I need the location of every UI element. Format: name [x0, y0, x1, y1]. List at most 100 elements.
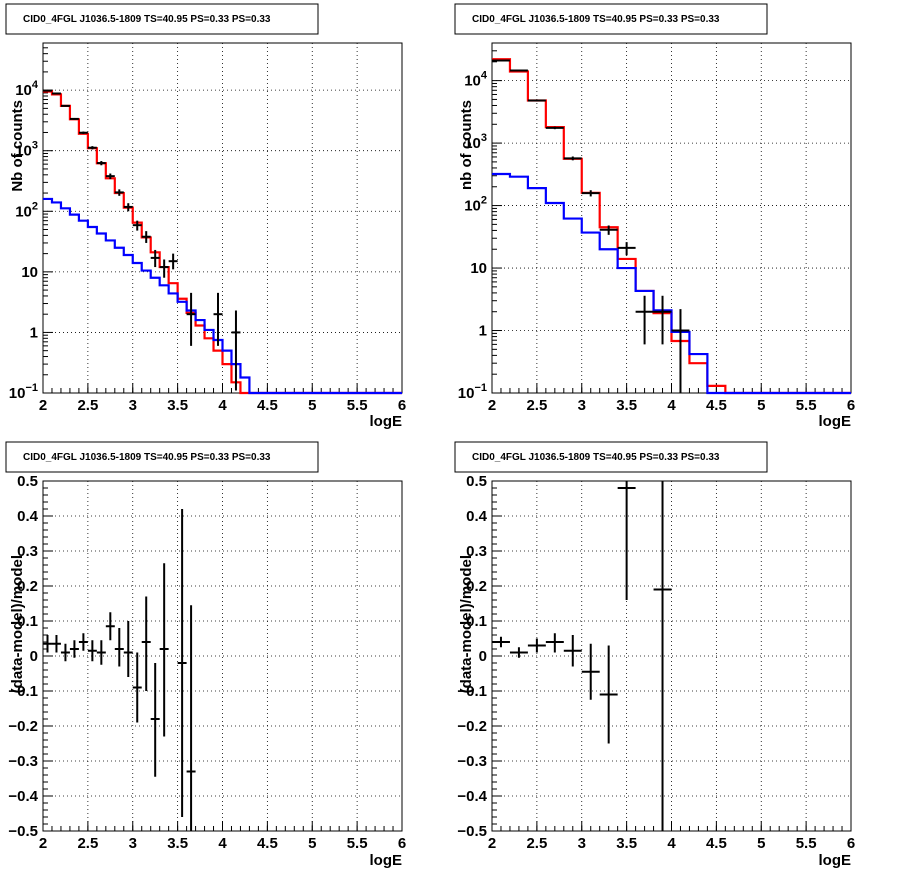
- y-tick-label: 0: [479, 648, 487, 665]
- y-tick-label: −0.2: [457, 718, 487, 735]
- x-tick-label: 2.5: [77, 397, 98, 414]
- data-point: [599, 645, 618, 744]
- data-point: [60, 104, 70, 107]
- y-axis: −0.5 −0.4 −0.3 −0.2 −0.1 0 0.1 0.2 0.3 0.4 0.5: [8, 473, 402, 840]
- data-point: [87, 146, 97, 150]
- data-point: [69, 640, 79, 658]
- data-point: [141, 596, 151, 691]
- data-point: [231, 310, 241, 391]
- x-tick-label: 6: [847, 397, 855, 414]
- title-box: [454, 3, 768, 35]
- data-point: [51, 92, 61, 95]
- x-tick-label: 6: [398, 835, 406, 852]
- y-tick-label: −0.5: [8, 823, 38, 840]
- x-tick-label: 3.5: [167, 397, 188, 414]
- y-tick-label: 0.5: [17, 473, 38, 490]
- y-tick-label: 1: [479, 323, 487, 340]
- y-tick-label: −0.2: [8, 718, 38, 735]
- plot-frame: [491, 480, 852, 832]
- title-box: [5, 441, 319, 473]
- y-tick-label: 102: [15, 200, 38, 220]
- x-tick-label: 4.5: [257, 835, 278, 852]
- model-histogram-line: [492, 172, 851, 395]
- y-tick-label: 0.2: [466, 578, 487, 595]
- chart-panel-bottom-right: 2 2.5 3 3.5 4 4.5 5 5.5 6logE−0.5−0.4−0.3−0.2−0.…: [454, 441, 855, 869]
- data-point: [96, 161, 106, 166]
- y-axis-title: Nb of counts: [9, 100, 26, 192]
- data-point: [123, 203, 133, 212]
- x-tick-label: 4: [667, 397, 676, 414]
- x-tick-label: 5: [757, 397, 765, 414]
- y-tick-label: 1: [30, 324, 38, 341]
- data-point: [132, 652, 142, 723]
- data-point: [492, 636, 510, 648]
- chart-title: CID0_4FGL J1036.5-1809 TS=40.95 PS=0.33 …: [23, 14, 271, 25]
- data-point: [114, 189, 124, 196]
- plot-frame: [42, 480, 403, 832]
- x-tick-label: 3: [578, 397, 586, 414]
- data-point: [509, 69, 528, 72]
- model-histogram-line: [43, 197, 402, 395]
- x-tick-label: 6: [398, 397, 406, 414]
- x-tick-label: 5: [757, 835, 765, 852]
- data-point: [527, 638, 546, 653]
- chart-title: CID0_4FGL J1036.5-1809 TS=40.95 PS=0.33 …: [472, 452, 720, 463]
- y-tick-label: 0.1: [466, 613, 487, 630]
- x-tick-label: 2.5: [526, 397, 547, 414]
- series-1: [43, 197, 402, 395]
- x-tick-label: 2: [39, 397, 47, 414]
- data-point: [527, 99, 546, 102]
- y-tick-label: 104: [464, 70, 488, 90]
- series-2: [492, 59, 690, 393]
- x-axis-title: logE: [370, 852, 403, 869]
- x-tick-label: 4.5: [706, 835, 727, 852]
- x-tick-label: 5.5: [347, 397, 368, 414]
- data-point: [492, 59, 510, 62]
- data-point: [159, 563, 169, 737]
- data-point: [159, 259, 169, 278]
- y-tick-label: 0.3: [17, 543, 38, 560]
- data-point: [168, 253, 178, 270]
- data-point: [186, 605, 196, 831]
- series-0: [43, 509, 196, 831]
- y-tick-label: −0.1: [457, 683, 487, 700]
- data-point: [545, 633, 564, 653]
- y-tick-label: 0.4: [17, 508, 39, 525]
- data-point: [87, 640, 97, 662]
- x-tick-label: 4.5: [706, 397, 727, 414]
- y-tick-label: 104: [15, 79, 39, 99]
- y-tick-label: 0.4: [466, 508, 488, 525]
- title-box: [5, 3, 319, 35]
- data-point: [105, 173, 115, 180]
- x-tick-label: 4.5: [257, 397, 278, 414]
- series-0: [492, 481, 672, 831]
- y-tick-label: 0.3: [466, 543, 487, 560]
- x-tick-label: 3: [578, 835, 586, 852]
- data-point: [653, 481, 672, 831]
- x-tick-label: 2.5: [77, 835, 98, 852]
- x-tick-label: 2: [488, 835, 496, 852]
- data-point: [69, 117, 79, 120]
- x-axis-title: logE: [819, 852, 852, 869]
- y-tick-label: 0.5: [466, 473, 487, 490]
- y-tick-label: 103: [464, 132, 487, 152]
- x-tick-label: 6: [847, 835, 855, 852]
- data-point: [96, 640, 106, 665]
- data-point: [78, 633, 88, 651]
- chart-panel-bottom-left: 2 2.5 3 3.5 4 4.5 5 5.5 6logE−0.5−0.4−0.3−0.2−0.…: [5, 441, 406, 869]
- data-point: [114, 628, 124, 667]
- y-tick-label: 10: [21, 264, 38, 281]
- data-point: [563, 156, 582, 161]
- y-tick-label: 102: [464, 195, 487, 215]
- data-point: [671, 309, 690, 393]
- x-tick-label: 3.5: [616, 835, 637, 852]
- y-axis-title: nb of counts: [458, 100, 475, 190]
- y-tick-label: 10−1: [9, 382, 38, 402]
- series-1: [492, 172, 851, 395]
- title-box: [454, 441, 768, 473]
- x-tick-label: 5.5: [796, 397, 817, 414]
- y-tick-label: −0.3: [457, 753, 487, 770]
